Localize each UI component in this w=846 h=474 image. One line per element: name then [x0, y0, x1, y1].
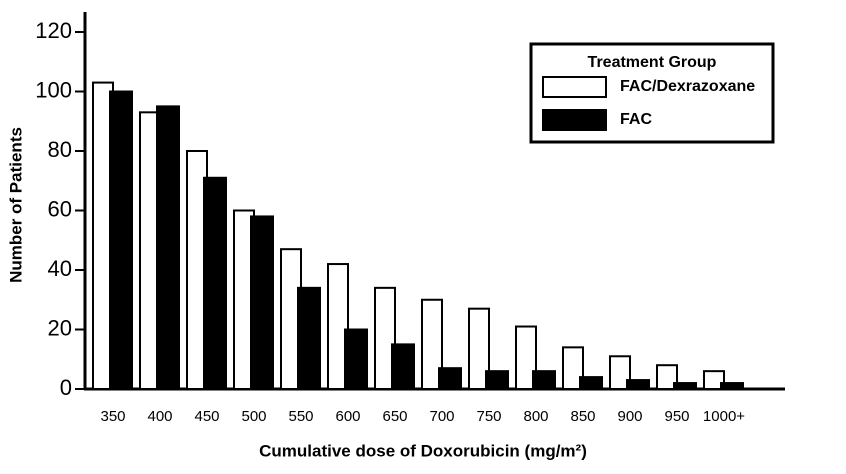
y-tick-label: 120 — [35, 18, 72, 43]
legend-label: FAC — [620, 111, 652, 128]
bar — [297, 286, 321, 391]
bar — [515, 325, 537, 390]
x-tick-label: 350 — [100, 408, 125, 425]
x-tick-label: 700 — [429, 408, 454, 425]
bar — [156, 105, 180, 390]
bar — [720, 382, 744, 390]
x-tick-label: 900 — [617, 408, 642, 425]
legend-label: FAC/Dexrazoxane — [620, 78, 755, 95]
bar — [391, 343, 415, 390]
bar — [421, 298, 443, 390]
bar — [344, 328, 368, 390]
bar — [203, 176, 227, 390]
y-tick-label: 40 — [48, 256, 72, 281]
x-tick-label: 400 — [147, 408, 172, 425]
legend-swatch — [542, 76, 607, 98]
legend-swatch — [542, 109, 607, 131]
bar — [703, 370, 725, 390]
x-tick-label: 950 — [664, 408, 689, 425]
x-tick-label: 550 — [288, 408, 313, 425]
bar — [468, 307, 490, 390]
bar — [532, 370, 556, 390]
bar — [374, 286, 396, 391]
y-tick-label: 20 — [48, 315, 72, 340]
x-tick-label: 850 — [570, 408, 595, 425]
bar — [485, 370, 509, 390]
bar — [327, 263, 349, 390]
bar — [609, 355, 631, 390]
y-tick-label: 80 — [48, 137, 72, 162]
bar — [626, 379, 650, 391]
bar — [109, 90, 133, 390]
x-tick-label: 800 — [523, 408, 548, 425]
bar — [438, 367, 462, 390]
legend-title: Treatment Group — [588, 54, 717, 71]
x-tick-label: 1000+ — [703, 408, 745, 425]
bar — [562, 346, 584, 391]
x-tick-label: 650 — [382, 408, 407, 425]
bar — [673, 382, 697, 390]
bar — [250, 215, 274, 390]
x-tick-label: 450 — [194, 408, 219, 425]
bar — [579, 376, 603, 391]
x-axis-label: Cumulative dose of Doxorubicin (mg/m²) — [259, 441, 587, 460]
y-tick-label: 0 — [60, 375, 72, 400]
bar — [656, 364, 678, 391]
y-tick-label: 100 — [35, 77, 72, 102]
x-tick-label: 500 — [241, 408, 266, 425]
x-tick-label: 750 — [476, 408, 501, 425]
y-tick-label: 60 — [48, 196, 72, 221]
y-axis-label: Number of Patients — [6, 127, 25, 283]
x-tick-label: 600 — [335, 408, 360, 425]
